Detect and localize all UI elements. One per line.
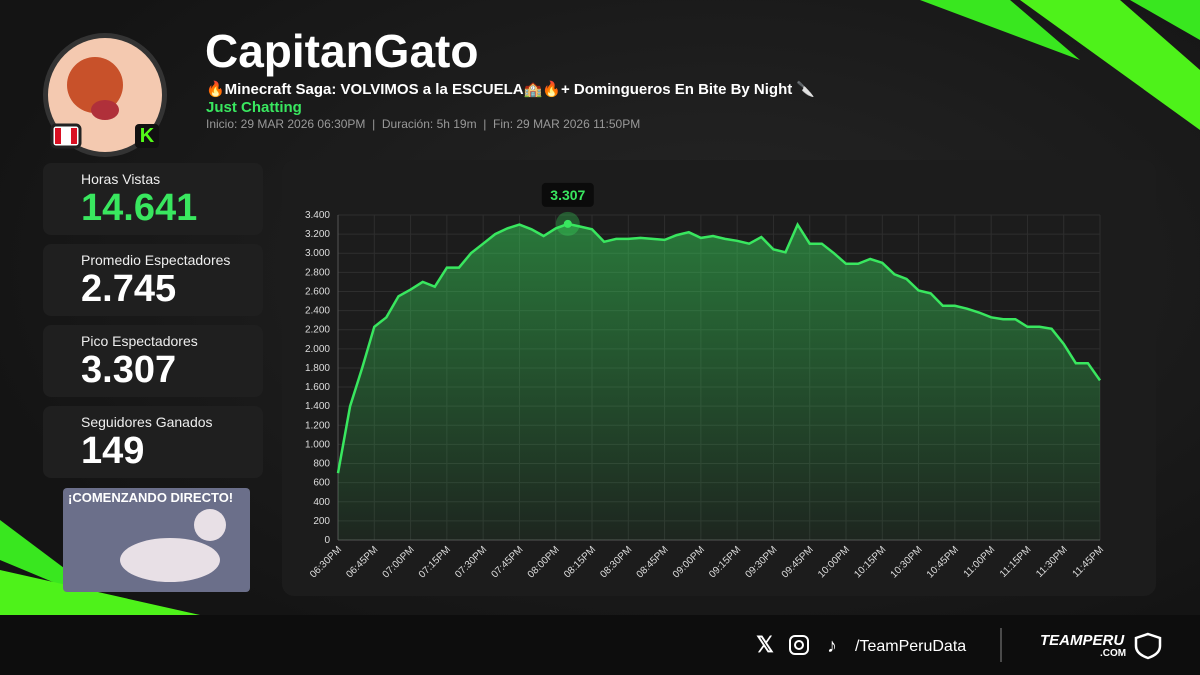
- stat-label: Pico Espectadores: [81, 333, 198, 349]
- x-tick-label: 08:15PM: [562, 544, 598, 580]
- y-tick-label: 1.200: [305, 420, 330, 431]
- y-tick-label: 800: [313, 459, 330, 470]
- y-tick-label: 600: [313, 478, 330, 489]
- peak-point: [563, 219, 572, 228]
- category: Just Chatting: [206, 99, 302, 116]
- x-tick-label: 09:30PM: [743, 544, 779, 580]
- y-tick-label: 2.800: [305, 267, 330, 278]
- brand-sub: .COM: [1100, 648, 1127, 659]
- svg-text:𝕏: 𝕏: [756, 632, 774, 657]
- thumbnail-caption: ¡COMENZANDO DIRECTO!: [68, 490, 234, 505]
- x-tick-label: 09:45PM: [780, 544, 816, 580]
- y-tick-label: 200: [313, 516, 330, 527]
- y-tick-label: 0: [324, 535, 330, 546]
- x-tick-label: 06:45PM: [344, 544, 380, 580]
- y-tick-label: 3.400: [305, 210, 330, 221]
- x-tick-label: 07:30PM: [453, 544, 489, 580]
- x-tick-label: 11:00PM: [962, 544, 998, 580]
- stat-value: 3.307: [81, 349, 177, 391]
- title: CapitanGato: [205, 25, 479, 77]
- y-tick-label: 2.000: [305, 344, 330, 355]
- stat-label: Horas Vistas: [81, 171, 161, 187]
- stat-label: Seguidores Ganados: [81, 414, 213, 430]
- y-tick-label: 2.400: [305, 306, 330, 317]
- stat-value: 2.745: [81, 268, 177, 310]
- stat-card: Seguidores Ganados 149: [43, 406, 263, 478]
- x-tick-label: 06:30PM: [308, 544, 344, 580]
- x-tick-label: 07:15PM: [417, 544, 453, 580]
- svg-text:♪: ♪: [827, 635, 837, 657]
- x-tick-label: 07:45PM: [489, 544, 525, 580]
- peak-label: 3.307: [550, 187, 585, 203]
- stat-card: Promedio Espectadores 2.745: [43, 244, 263, 316]
- x-tick-label: 10:45PM: [925, 544, 961, 580]
- y-tick-label: 1.400: [305, 401, 330, 412]
- x-tick-label: 08:45PM: [635, 544, 671, 580]
- subtitle: 🔥Minecraft Saga: VOLVIMOS a la ESCUELA🏫🔥…: [206, 81, 816, 98]
- y-tick-label: 3.000: [305, 248, 330, 259]
- brand: TEAMPERU: [1040, 632, 1125, 649]
- x-tick-label: 10:15PM: [852, 544, 888, 580]
- x-tick-label: 10:30PM: [889, 544, 925, 580]
- x-tick-label: 11:30PM: [1034, 544, 1070, 580]
- line: [336, 221, 1102, 474]
- y-tick-label: 1.800: [305, 363, 330, 374]
- x-tick-label: 11:15PM: [998, 544, 1034, 580]
- footer-handle: /TeamPeruData: [855, 638, 967, 655]
- stat-value: 149: [81, 430, 145, 472]
- x-tick-label: 08:00PM: [526, 544, 562, 580]
- y-tick-label: 1.000: [305, 439, 330, 450]
- x-tick-label: 11:45PM: [1071, 544, 1107, 580]
- y-tick-label: 3.200: [305, 229, 330, 240]
- x-tick-label: 08:30PM: [598, 544, 634, 580]
- x-tick-label: 10:00PM: [816, 544, 852, 580]
- info: Inicio: 29 MAR 2026 06:30PM | Duración: …: [206, 117, 641, 131]
- svg-text:K: K: [140, 125, 155, 147]
- x-tick-label: 09:00PM: [671, 544, 707, 580]
- stat-label: Promedio Espectadores: [81, 252, 231, 268]
- stat-card: Horas Vistas 14.641: [43, 163, 263, 235]
- y-tick-label: 2.200: [305, 325, 330, 336]
- stat-value: 14.641: [81, 187, 198, 229]
- x-tick-label: 09:15PM: [707, 544, 743, 580]
- y-tick-label: 2.600: [305, 286, 330, 297]
- peak-tooltip: [541, 182, 594, 207]
- y-tick-label: 400: [313, 497, 330, 508]
- area: [338, 223, 1100, 540]
- y-tick-label: 1.600: [305, 382, 330, 393]
- stat-card: Pico Espectadores 3.307: [43, 325, 263, 397]
- x-tick-label: 07:00PM: [381, 544, 417, 580]
